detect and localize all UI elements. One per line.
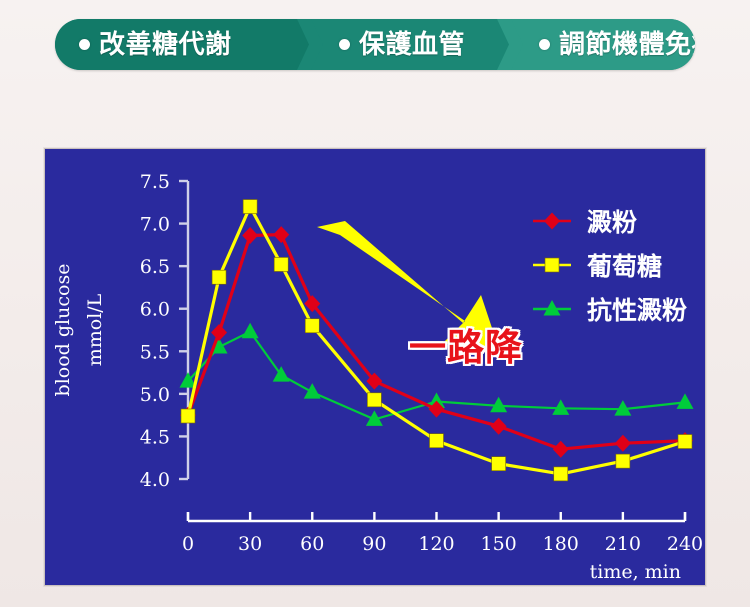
y-axis-title-line1: blood glucose bbox=[52, 264, 74, 397]
data-point-3 bbox=[365, 410, 383, 426]
downward-trend-arrow-icon bbox=[317, 221, 500, 352]
chevron-divider-2-icon bbox=[497, 19, 523, 70]
y-axis-tick-label: 4.5 bbox=[140, 426, 170, 448]
data-point-3 bbox=[614, 400, 632, 416]
banner-label-3: 調節機體免疫力 bbox=[559, 29, 695, 60]
legend-label-2: 葡萄糖 bbox=[586, 252, 662, 281]
annotation-text-fill: 一路降 bbox=[409, 326, 523, 369]
data-point-3 bbox=[676, 393, 694, 409]
data-point-1 bbox=[366, 372, 383, 390]
banner-segment-2[interactable]: 保護血管 bbox=[309, 19, 509, 70]
feature-banner: 改善糖代謝 保護血管 調節機體免疫力 bbox=[55, 19, 695, 70]
legend-marker-3 bbox=[543, 300, 561, 316]
x-axis-tick-label: 240 bbox=[667, 533, 703, 555]
data-point-3 bbox=[552, 399, 570, 415]
banner-label-2: 保護血管 bbox=[359, 29, 466, 60]
x-axis-tick-label: 180 bbox=[543, 533, 579, 555]
data-point-2 bbox=[242, 199, 258, 214]
x-axis-tick-label: 60 bbox=[300, 533, 324, 555]
x-axis-tick-label: 30 bbox=[238, 533, 262, 555]
data-point-1 bbox=[304, 295, 321, 313]
data-point-2 bbox=[180, 408, 196, 424]
data-point-1 bbox=[211, 324, 228, 342]
legend-label-3: 抗性澱粉 bbox=[587, 296, 687, 325]
y-axis-tick-label: 6.5 bbox=[140, 256, 170, 278]
data-point-1 bbox=[490, 417, 507, 435]
data-point-3 bbox=[179, 372, 197, 388]
arrow-shape bbox=[317, 221, 500, 352]
y-axis-tick-label: 6.0 bbox=[140, 299, 170, 321]
y-axis-title-line2: mmol/L bbox=[84, 293, 106, 366]
data-point-3 bbox=[241, 322, 259, 339]
chevron-divider-1-icon bbox=[297, 19, 323, 70]
bullet-dot-icon bbox=[539, 39, 550, 50]
data-point-3 bbox=[303, 383, 321, 399]
x-axis-tick-label: 0 bbox=[182, 533, 194, 555]
data-point-3 bbox=[210, 338, 228, 354]
x-axis-tick-label: 210 bbox=[605, 533, 641, 555]
annotation-text-outline: 一路降 bbox=[409, 326, 523, 369]
x-axis-tick-label: 90 bbox=[362, 533, 386, 555]
data-point-3 bbox=[490, 396, 508, 413]
x-axis-tick-label: 120 bbox=[418, 533, 454, 555]
data-point-2 bbox=[491, 456, 506, 471]
data-point-2 bbox=[429, 433, 444, 448]
y-axis-tick-label: 5.0 bbox=[140, 384, 170, 406]
annotation-text: 一路降 一路降 bbox=[409, 329, 523, 366]
data-point-2 bbox=[677, 434, 693, 449]
data-point-1 bbox=[552, 440, 569, 458]
x-axis-title: time, min bbox=[590, 561, 681, 583]
data-point-3 bbox=[428, 392, 445, 409]
data-point-2 bbox=[211, 269, 227, 285]
data-point-1 bbox=[242, 226, 259, 244]
legend-marker-2 bbox=[544, 257, 560, 273]
bullet-dot-icon bbox=[339, 39, 350, 50]
bullet-dot-icon bbox=[79, 39, 90, 50]
data-point-1 bbox=[273, 226, 290, 244]
banner-segment-1[interactable]: 改善糖代謝 bbox=[55, 19, 309, 70]
x-axis-tick-label: 150 bbox=[480, 533, 516, 555]
data-point-2 bbox=[615, 453, 631, 469]
y-axis-tick-label: 7.0 bbox=[140, 214, 170, 236]
legend-marker-1 bbox=[544, 212, 560, 230]
y-axis-tick-label: 4.0 bbox=[140, 469, 170, 491]
data-point-1 bbox=[614, 434, 631, 452]
blood-glucose-chart: 4.0 4.5 5.0 5.5 6.0 6.5 7.0 7.5 0 30 60 90 120 150 180… bbox=[44, 148, 706, 586]
banner-label-1: 改善糖代謝 bbox=[99, 29, 232, 60]
data-point-3 bbox=[272, 366, 290, 382]
y-axis-tick-label: 5.5 bbox=[140, 341, 170, 363]
chart-svg: 4.0 4.5 5.0 5.5 6.0 6.5 7.0 7.5 0 30 60 90 120 150 180… bbox=[52, 171, 703, 583]
y-axis-tick-label: 7.5 bbox=[140, 171, 170, 193]
data-point-2 bbox=[273, 257, 289, 272]
data-point-2 bbox=[367, 392, 382, 408]
data-point-2 bbox=[304, 318, 320, 334]
banner-segment-3[interactable]: 調節機體免疫力 bbox=[509, 19, 695, 70]
data-point-1 bbox=[428, 400, 445, 418]
data-point-2 bbox=[553, 466, 569, 482]
legend-label-1: 澱粉 bbox=[587, 208, 637, 237]
